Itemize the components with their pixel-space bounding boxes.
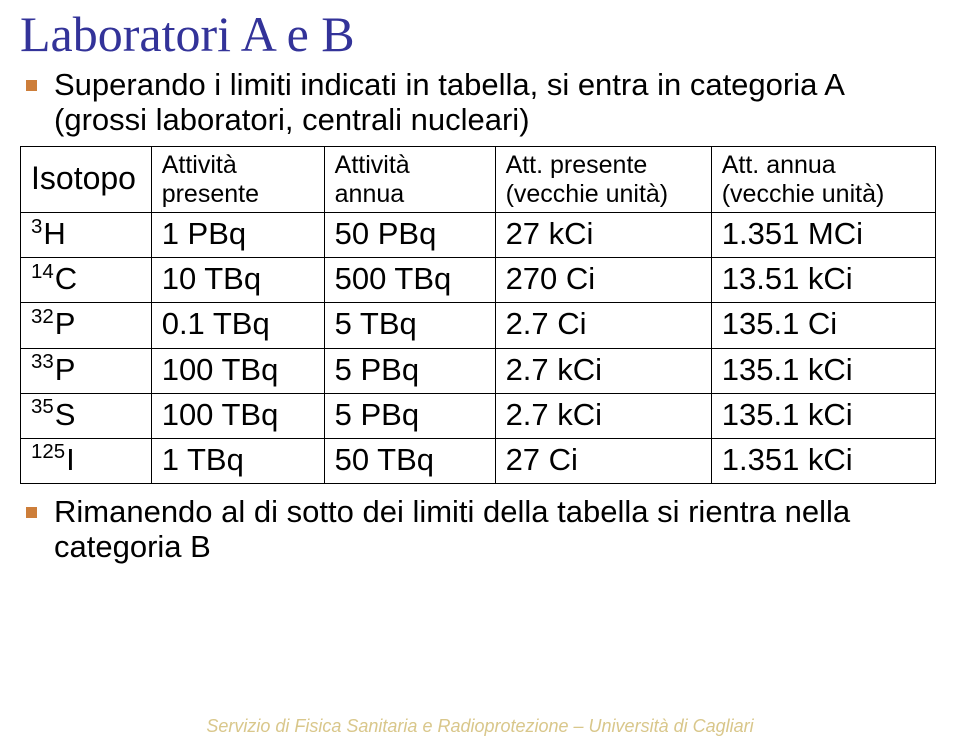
isotope-mass: 125 <box>31 440 65 463</box>
cell-aa: 5 PBq <box>324 393 495 438</box>
table-row: 14C 10 TBq 500 TBq 270 Ci 13.51 kCi <box>21 258 936 303</box>
cell-isotope: 125I <box>21 438 152 483</box>
col-header-att-presente: Attività presente <box>151 146 324 213</box>
table-row: 33P 100 TBq 5 PBq 2.7 kCi 135.1 kCi <box>21 348 936 393</box>
col-header-line: Attività <box>162 151 237 179</box>
isotope-mass: 32 <box>31 305 54 328</box>
cell-aa: 50 PBq <box>324 213 495 258</box>
isotope-symbol: C <box>55 261 77 296</box>
table-row: 32P 0.1 TBq 5 TBq 2.7 Ci 135.1 Ci <box>21 303 936 348</box>
isotope-mass: 35 <box>31 395 54 418</box>
cell-ap: 100 TBq <box>151 348 324 393</box>
slide: { "title": "Laboratori A e B", "bullets"… <box>0 0 960 743</box>
col-header-line: Att. annua <box>722 151 836 179</box>
col-header-line: Att. presente <box>506 151 648 179</box>
cell-aav: 1.351 kCi <box>711 438 935 483</box>
outro-bullet: Rimanendo al di sotto dei limiti della t… <box>54 494 940 565</box>
isotope-symbol: P <box>55 352 76 387</box>
slide-footer: Servizio di Fisica Sanitaria e Radioprot… <box>0 716 960 737</box>
table-row: 35S 100 TBq 5 PBq 2.7 kCi 135.1 kCi <box>21 393 936 438</box>
cell-ap: 100 TBq <box>151 393 324 438</box>
table-header-row: Isotopo Attività presente Attività annua… <box>21 146 936 213</box>
cell-isotope: 32P <box>21 303 152 348</box>
cell-aa: 5 TBq <box>324 303 495 348</box>
cell-aa: 50 TBq <box>324 438 495 483</box>
cell-isotope: 3H <box>21 213 152 258</box>
outro-bullets: Rimanendo al di sotto dei limiti della t… <box>54 494 940 565</box>
cell-isotope: 14C <box>21 258 152 303</box>
cell-apv: 2.7 Ci <box>495 303 711 348</box>
table-row: 3H 1 PBq 50 PBq 27 kCi 1.351 MCi <box>21 213 936 258</box>
cell-aav: 13.51 kCi <box>711 258 935 303</box>
cell-aav: 1.351 MCi <box>711 213 935 258</box>
isotope-mass: 33 <box>31 350 54 373</box>
slide-title: Laboratori A e B <box>20 8 940 61</box>
col-header-line: (vecchie unità) <box>722 180 885 208</box>
cell-aav: 135.1 Ci <box>711 303 935 348</box>
cell-isotope: 33P <box>21 348 152 393</box>
cell-apv: 27 Ci <box>495 438 711 483</box>
cell-aa: 500 TBq <box>324 258 495 303</box>
cell-ap: 0.1 TBq <box>151 303 324 348</box>
col-header-isotopo: Isotopo <box>21 146 152 213</box>
col-header-att-presente-vecchie: Att. presente (vecchie unità) <box>495 146 711 213</box>
cell-aav: 135.1 kCi <box>711 393 935 438</box>
isotope-table: Isotopo Attività presente Attività annua… <box>20 146 936 484</box>
cell-apv: 27 kCi <box>495 213 711 258</box>
table-row: 125I 1 TBq 50 TBq 27 Ci 1.351 kCi <box>21 438 936 483</box>
isotope-symbol: P <box>55 306 76 341</box>
col-header-line: annua <box>335 180 405 208</box>
cell-apv: 2.7 kCi <box>495 348 711 393</box>
isotope-symbol: H <box>43 216 65 251</box>
cell-ap: 1 TBq <box>151 438 324 483</box>
cell-apv: 2.7 kCi <box>495 393 711 438</box>
intro-bullet: Superando i limiti indicati in tabella, … <box>54 67 940 138</box>
cell-aav: 135.1 kCi <box>711 348 935 393</box>
col-header-line: (vecchie unità) <box>506 180 669 208</box>
col-header-line: presente <box>162 180 259 208</box>
isotope-mass: 14 <box>31 260 54 283</box>
isotope-symbol: I <box>66 442 75 477</box>
col-header-att-annua-vecchie: Att. annua (vecchie unità) <box>711 146 935 213</box>
col-header-att-annua: Attività annua <box>324 146 495 213</box>
isotope-mass: 3 <box>31 215 42 238</box>
col-header-line: Attività <box>335 151 410 179</box>
cell-ap: 1 PBq <box>151 213 324 258</box>
isotope-symbol: S <box>55 397 76 432</box>
cell-ap: 10 TBq <box>151 258 324 303</box>
intro-bullets: Superando i limiti indicati in tabella, … <box>54 67 940 138</box>
cell-isotope: 35S <box>21 393 152 438</box>
cell-apv: 270 Ci <box>495 258 711 303</box>
cell-aa: 5 PBq <box>324 348 495 393</box>
